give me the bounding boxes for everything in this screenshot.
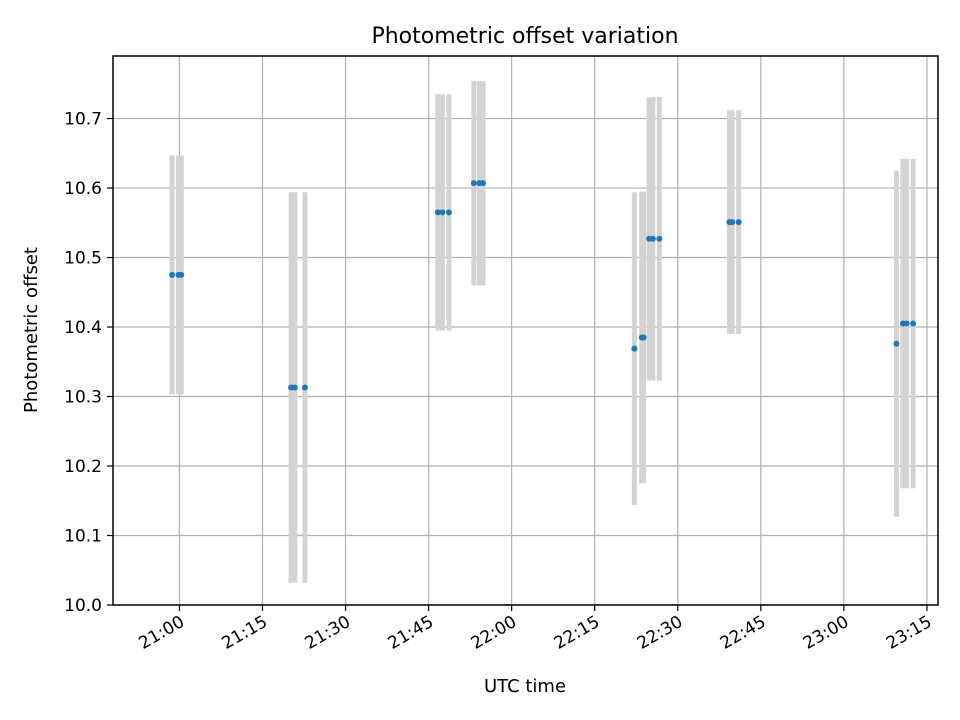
data-point bbox=[291, 384, 298, 391]
data-point bbox=[649, 235, 656, 242]
y-tick-label: 10.7 bbox=[64, 110, 102, 130]
y-axis-ticks: 10.0 10.1 10.2 10.3 10.4 10.5 10.6 10.7 bbox=[64, 110, 113, 616]
y-tick-label: 10.2 bbox=[64, 457, 102, 477]
data-point bbox=[480, 180, 487, 187]
data-point bbox=[640, 334, 647, 341]
data-point bbox=[729, 219, 736, 226]
data-point bbox=[893, 340, 900, 347]
data-point bbox=[910, 320, 917, 327]
data-point bbox=[903, 320, 910, 327]
data-point bbox=[178, 271, 185, 278]
y-tick-label: 10.4 bbox=[64, 318, 102, 338]
y-tick-label: 10.3 bbox=[64, 388, 102, 408]
data-point bbox=[656, 235, 663, 242]
data-point bbox=[301, 384, 308, 391]
data-point bbox=[169, 271, 176, 278]
y-axis-label: Photometric offset bbox=[21, 247, 42, 413]
y-tick-label: 10.6 bbox=[64, 179, 102, 199]
data-point bbox=[445, 209, 452, 216]
plot-frame bbox=[112, 55, 939, 606]
chart-title: Photometric offset variation bbox=[371, 24, 678, 49]
data-point bbox=[631, 345, 638, 352]
data-points bbox=[169, 180, 917, 391]
x-axis-label: UTC time bbox=[484, 676, 566, 697]
grid-lines bbox=[113, 56, 938, 606]
data-point bbox=[735, 219, 742, 226]
data-point bbox=[470, 180, 477, 187]
data-point bbox=[439, 209, 446, 216]
y-tick-label: 10.5 bbox=[64, 249, 102, 269]
y-tick-label: 10.0 bbox=[64, 596, 102, 616]
y-tick-label: 10.1 bbox=[64, 527, 102, 547]
data-point bbox=[434, 209, 441, 216]
